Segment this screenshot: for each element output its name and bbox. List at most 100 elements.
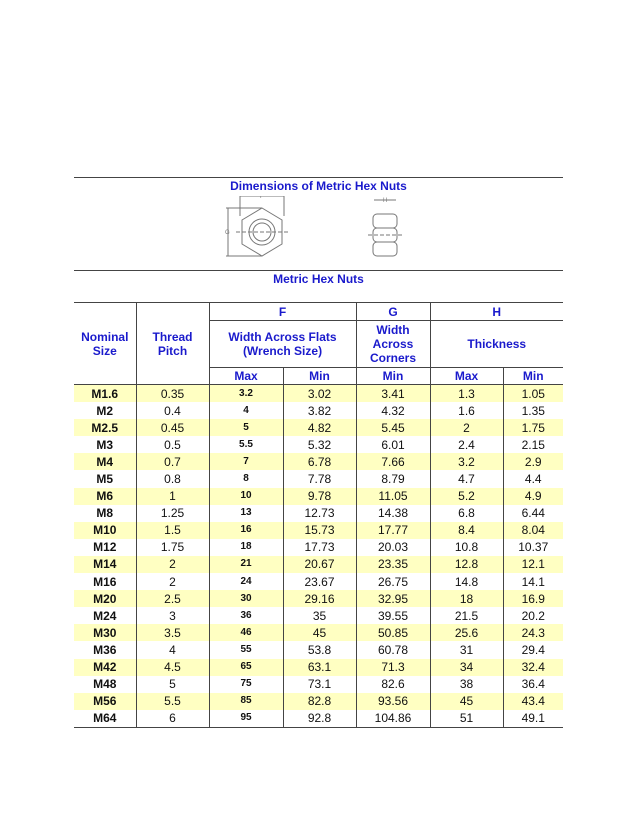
cell-h-max: 34: [429, 658, 504, 676]
table-row: M48 5 75 73.1 82.6 38 36.4: [74, 675, 564, 693]
cell-nominal-size: M3: [74, 436, 137, 454]
header-nominal-size: Nominal Size: [74, 302, 137, 385]
cell-thread-pitch: 1: [135, 487, 210, 505]
cell-f-min: 63.1: [282, 658, 357, 676]
cell-f-min: 53.8: [282, 641, 357, 659]
document-title: Dimensions of Metric Hex Nuts: [230, 179, 407, 193]
table-title: Metric Hex Nuts: [273, 272, 364, 286]
cell-f-max: 7: [208, 453, 284, 471]
cell-h-min: 24.3: [502, 624, 564, 642]
middle-rule: [74, 270, 563, 271]
table-row: M14 2 21 20.67 23.35 12.8 12.1: [74, 555, 564, 574]
cell-g-min: 14.38: [355, 504, 431, 522]
cell-nominal-size: M56: [74, 692, 137, 710]
table-row: M3 0.5 5.5 5.32 6.01 2.4 2.15: [74, 436, 564, 454]
cell-nominal-size: M1.6: [74, 384, 137, 403]
cell-f-max: 13: [208, 504, 284, 522]
cell-g-min: 60.78: [355, 641, 431, 659]
cell-f-min: 3.02: [282, 384, 357, 403]
cell-h-min: 43.4: [502, 692, 564, 710]
cell-h-max: 51: [429, 709, 504, 728]
cell-h-max: 14.8: [429, 573, 504, 591]
cell-h-max: 18: [429, 590, 504, 608]
cell-f-min: 45: [282, 624, 357, 642]
cell-nominal-size: M64: [74, 709, 137, 728]
cell-thread-pitch: 0.4: [135, 402, 210, 420]
cell-f-max: 85: [208, 692, 284, 710]
cell-f-max: 16: [208, 521, 284, 539]
cell-nominal-size: M36: [74, 641, 137, 659]
cell-f-min: 35: [282, 607, 357, 625]
cell-nominal-size: M6: [74, 487, 137, 505]
header-width-across-corners: Width Across Corners: [355, 320, 431, 368]
table-row: M4 0.7 7 6.78 7.66 3.2 2.9: [74, 453, 564, 471]
header-h-min: Min: [502, 367, 564, 385]
cell-f-min: 7.78: [282, 470, 357, 488]
cell-h-min: 12.1: [502, 555, 564, 574]
cell-nominal-size: M42: [74, 658, 137, 676]
header-f-min: Min: [282, 367, 357, 385]
table-row: M20 2.5 30 29.16 32.95 18 16.9: [74, 590, 564, 608]
cell-nominal-size: M10: [74, 521, 137, 539]
cell-f-min: 20.67: [282, 555, 357, 574]
table-row: M64 6 95 92.8 104.86 51 49.1: [74, 709, 564, 728]
cell-h-min: 1.05: [502, 384, 564, 403]
cell-nominal-size: M20: [74, 590, 137, 608]
cell-g-min: 6.01: [355, 436, 431, 454]
header-g: G: [355, 302, 431, 321]
table-row: M1.6 0.35 3.2 3.02 3.41 1.3 1.05: [74, 384, 564, 403]
cell-g-min: 82.6: [355, 675, 431, 693]
table-row: M16 2 24 23.67 26.75 14.8 14.1: [74, 573, 564, 591]
cell-f-min: 17.73: [282, 538, 357, 556]
cell-f-min: 15.73: [282, 521, 357, 539]
cell-f-max: 3.2: [208, 384, 284, 403]
cell-thread-pitch: 1.25: [135, 504, 210, 522]
table-row: M2.5 0.45 5 4.82 5.45 2 1.75: [74, 419, 564, 437]
cell-thread-pitch: 5.5: [135, 692, 210, 710]
cell-f-max: 24: [208, 573, 284, 591]
table-row: M42 4.5 65 63.1 71.3 34 32.4: [74, 658, 564, 676]
cell-f-max: 5: [208, 419, 284, 437]
cell-h-max: 12.8: [429, 555, 504, 574]
cell-f-min: 29.16: [282, 590, 357, 608]
table-row: M36 4 55 53.8 60.78 31 29.4: [74, 641, 564, 659]
header-g-min: Min: [355, 367, 431, 385]
cell-f-min: 4.82: [282, 419, 357, 437]
header-thread-pitch: Thread Pitch: [135, 302, 210, 385]
cell-g-min: 8.79: [355, 470, 431, 488]
cell-f-max: 5.5: [208, 436, 284, 454]
cell-g-min: 11.05: [355, 487, 431, 505]
table-row: M56 5.5 85 82.8 93.56 45 43.4: [74, 692, 564, 710]
cell-f-max: 18: [208, 538, 284, 556]
cell-h-min: 4.4: [502, 470, 564, 488]
cell-g-min: 71.3: [355, 658, 431, 676]
cell-h-max: 2: [429, 419, 504, 437]
cell-g-min: 4.32: [355, 402, 431, 420]
cell-h-min: 2.15: [502, 436, 564, 454]
table-row: M8 1.25 13 12.73 14.38 6.8 6.44: [74, 504, 564, 522]
cell-g-min: 93.56: [355, 692, 431, 710]
cell-thread-pitch: 3.5: [135, 624, 210, 642]
cell-h-max: 8.4: [429, 521, 504, 539]
cell-h-min: 20.2: [502, 607, 564, 625]
cell-h-max: 31: [429, 641, 504, 659]
cell-h-max: 45: [429, 692, 504, 710]
cell-f-max: 8: [208, 470, 284, 488]
cell-thread-pitch: 0.5: [135, 436, 210, 454]
cell-f-max: 30: [208, 590, 284, 608]
cell-g-min: 23.35: [355, 555, 431, 574]
cell-h-max: 1.3: [429, 384, 504, 403]
cell-nominal-size: M2: [74, 402, 137, 420]
table-row: M24 3 36 35 39.55 21.5 20.2: [74, 607, 564, 625]
cell-f-min: 6.78: [282, 453, 357, 471]
header-h: H: [429, 302, 564, 321]
cell-g-min: 5.45: [355, 419, 431, 437]
cell-f-min: 92.8: [282, 709, 357, 728]
cell-h-min: 4.9: [502, 487, 564, 505]
cell-nominal-size: M12: [74, 538, 137, 556]
cell-g-min: 32.95: [355, 590, 431, 608]
cell-h-max: 25.6: [429, 624, 504, 642]
cell-f-min: 3.82: [282, 402, 357, 420]
cell-f-max: 4: [208, 402, 284, 420]
cell-h-max: 2.4: [429, 436, 504, 454]
